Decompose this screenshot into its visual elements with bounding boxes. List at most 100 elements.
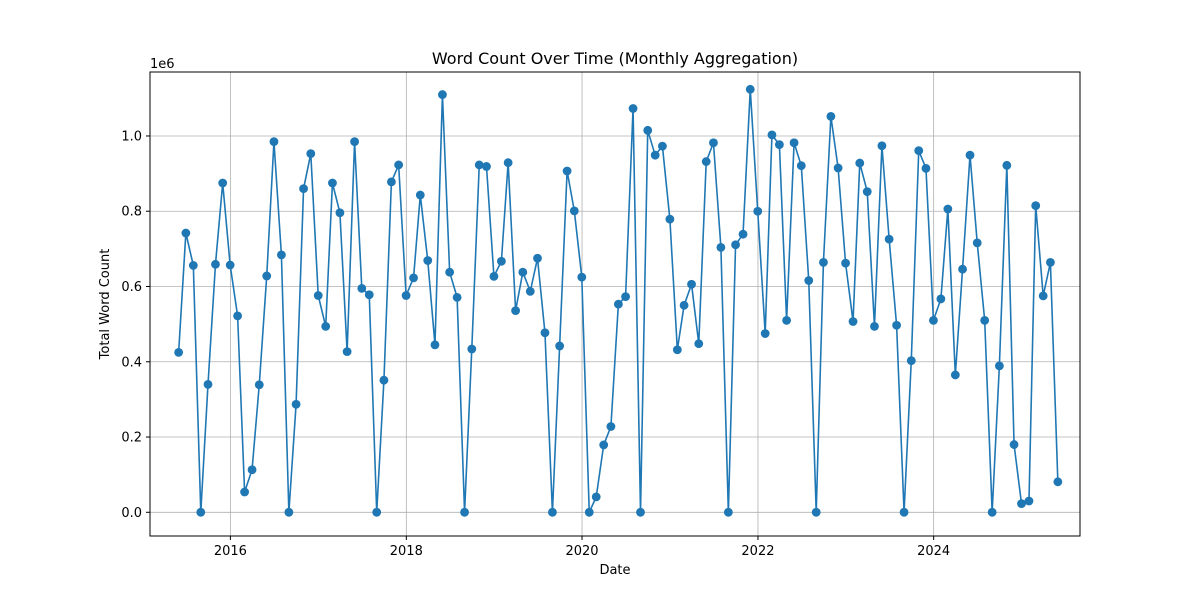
data-point	[591, 492, 601, 502]
data-point	[401, 291, 411, 300]
data-point	[291, 399, 301, 409]
data-point	[745, 84, 755, 94]
data-point	[364, 290, 374, 300]
data-point	[687, 279, 696, 289]
data-point	[1009, 440, 1019, 449]
data-point	[350, 137, 359, 147]
data-point	[277, 250, 286, 260]
data-point	[497, 256, 506, 266]
data-point	[731, 240, 740, 250]
data-point	[709, 138, 718, 148]
data-point	[533, 253, 542, 263]
data-point	[181, 228, 191, 238]
data-point	[342, 347, 352, 356]
data-point	[841, 258, 850, 268]
data-point	[972, 238, 982, 248]
data-point	[196, 507, 206, 517]
data-point	[782, 315, 792, 325]
data-point	[994, 361, 1004, 371]
data-point	[804, 276, 814, 285]
data-point	[621, 292, 630, 302]
data-point	[833, 163, 843, 173]
data-point	[525, 286, 535, 296]
data-point	[958, 264, 967, 274]
data-point	[203, 379, 213, 389]
data-point	[892, 320, 901, 330]
data-point	[716, 242, 726, 252]
data-markers	[174, 84, 1063, 517]
y-tick-label: 0.6	[121, 280, 142, 295]
data-point	[599, 440, 609, 450]
data-point	[503, 158, 513, 168]
data-point	[489, 271, 499, 281]
data-point	[188, 261, 198, 270]
data-point	[848, 317, 858, 326]
data-point	[335, 208, 345, 218]
data-point	[811, 507, 821, 517]
data-point	[679, 300, 689, 310]
data-point	[643, 125, 653, 135]
data-point	[658, 141, 667, 151]
data-point	[694, 339, 704, 349]
data-point	[584, 507, 594, 517]
data-point	[1002, 160, 1012, 170]
data-point	[269, 137, 279, 147]
data-point	[1038, 291, 1048, 301]
data-point	[1053, 477, 1063, 487]
data-point	[767, 130, 777, 140]
data-point	[774, 140, 784, 150]
data-point	[738, 229, 748, 239]
data-point	[965, 150, 975, 160]
data-point	[211, 259, 220, 269]
data-point	[884, 234, 894, 244]
data-point	[1031, 201, 1041, 210]
data-point	[606, 422, 616, 431]
y-axis-title: Total Word Count	[98, 249, 113, 361]
data-point	[225, 260, 235, 270]
data-point	[518, 267, 528, 277]
data-point	[306, 149, 316, 159]
y-scale-label: 1e6	[150, 57, 175, 72]
x-tick-label: 2024	[917, 544, 950, 559]
plot-frame	[149, 71, 1081, 537]
data-point	[174, 347, 184, 357]
data-point	[415, 190, 425, 200]
data-point	[540, 328, 550, 338]
x-tick-label: 2020	[565, 544, 598, 559]
data-point	[862, 187, 872, 197]
data-point	[262, 271, 272, 281]
data-point	[357, 283, 367, 293]
data-point	[650, 150, 660, 160]
data-point	[438, 90, 447, 99]
data-point	[409, 273, 418, 283]
data-point	[372, 507, 382, 517]
data-point	[254, 380, 264, 390]
data-point	[921, 163, 931, 173]
data-point	[321, 321, 331, 331]
data-point	[855, 158, 865, 168]
chart-title: Word Count Over Time (Monthly Aggregatio…	[432, 49, 798, 68]
x-tick-label: 2016	[214, 544, 247, 559]
data-point	[423, 256, 433, 265]
grid-lines	[150, 72, 1080, 536]
x-axis-title: Date	[599, 563, 630, 578]
data-point	[929, 315, 938, 325]
x-tick-label: 2018	[390, 544, 423, 559]
data-point	[723, 507, 733, 517]
data-point	[943, 204, 953, 214]
data-point	[577, 272, 587, 282]
y-tick-label: 0.4	[121, 355, 142, 370]
data-point	[877, 141, 887, 151]
data-point	[672, 345, 682, 355]
data-point	[284, 507, 294, 517]
data-point	[628, 104, 638, 113]
data-point	[870, 321, 879, 331]
y-tick-label: 0.2	[121, 431, 142, 446]
data-point	[460, 507, 469, 517]
data-point	[387, 177, 396, 187]
axis-ticks: 2016 2018 2020 2022 2024 0.0 0.2 0.4 0.6 0.8 1.0	[121, 129, 950, 559]
data-point	[914, 146, 924, 156]
data-point	[394, 160, 404, 170]
data-point	[936, 294, 946, 304]
